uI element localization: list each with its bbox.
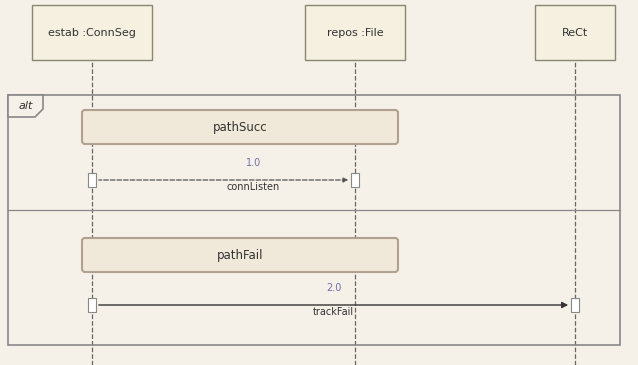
Text: pathSucc: pathSucc [212, 120, 267, 134]
Bar [351, 173, 359, 187]
Bar [8, 95, 620, 345]
Bar [305, 5, 405, 60]
Text: ReCt: ReCt [562, 27, 588, 38]
Text: estab :ConnSeg: estab :ConnSeg [48, 27, 136, 38]
Text: trackFail: trackFail [313, 307, 354, 317]
Bar [32, 5, 152, 60]
Bar [571, 298, 579, 312]
Text: alt: alt [19, 101, 33, 111]
Text: repos :File: repos :File [327, 27, 383, 38]
Text: connListen: connListen [227, 182, 280, 192]
Polygon shape [8, 95, 43, 117]
Bar [88, 173, 96, 187]
Bar [535, 5, 615, 60]
Text: 2.0: 2.0 [326, 283, 341, 293]
Bar [88, 298, 96, 312]
FancyBboxPatch shape [82, 238, 398, 272]
Text: pathFail: pathFail [217, 249, 263, 261]
Text: 1.0: 1.0 [246, 158, 261, 168]
FancyBboxPatch shape [82, 110, 398, 144]
